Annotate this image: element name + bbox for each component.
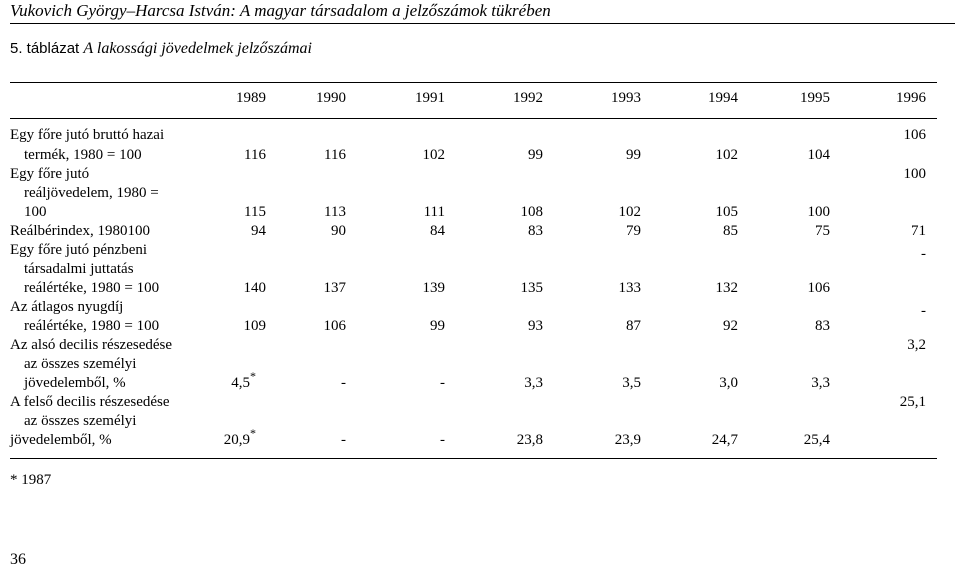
- table-cell: 85: [723, 223, 738, 239]
- row-label: termék, 1980 = 100: [24, 147, 142, 163]
- table-cell: -: [440, 432, 445, 448]
- row-label: jövedelemből, %: [24, 375, 126, 391]
- table-cell: 108: [520, 204, 544, 220]
- row-label: Egy főre jutó: [10, 166, 90, 182]
- table-cell: 137: [323, 280, 347, 296]
- table-cell: 111: [423, 204, 445, 220]
- table-cell: -: [341, 432, 346, 448]
- table-cell: 100: [903, 166, 927, 182]
- table-cell: 140: [243, 280, 267, 296]
- row-label: Reálbérindex, 1980100: [10, 223, 150, 239]
- table-cell: 106: [903, 127, 927, 143]
- year-header-1991: 1991: [415, 90, 445, 106]
- table-cell: 132: [715, 280, 739, 296]
- table-cell: -: [921, 246, 926, 262]
- row-label: az összes személyi: [24, 356, 137, 372]
- table-header-rule: [10, 118, 937, 119]
- row-label: Egy főre jutó pénzbeni: [10, 242, 148, 258]
- row-label: reálértéke, 1980 = 100: [24, 318, 160, 334]
- year-header-1995: 1995: [800, 90, 830, 106]
- table-cell: 20,9*: [223, 426, 256, 448]
- running-header: Vukovich György–Harcsa István: A magyar …: [10, 0, 955, 24]
- table-cell: 3,2: [907, 337, 926, 353]
- footnote-marker: *: [250, 426, 256, 440]
- table-top-rule: [10, 82, 937, 83]
- table-cell: 3,3: [811, 375, 830, 391]
- year-header-1994: 1994: [708, 90, 738, 106]
- table-title: A lakossági jövedelmek jelzőszámai: [83, 40, 312, 57]
- table-cell: 87: [626, 318, 641, 334]
- table-cell: 25,1: [899, 394, 926, 410]
- row-label: A felső decilis részesedése: [10, 394, 170, 410]
- table-cell: 116: [244, 147, 266, 163]
- table-cell: 113: [324, 204, 346, 220]
- year-header-1993: 1993: [611, 90, 641, 106]
- year-header-1989: 1989: [236, 90, 266, 106]
- table-cell: 99: [430, 318, 445, 334]
- table-cell: 139: [422, 280, 446, 296]
- table-cell: -: [921, 303, 926, 319]
- table-cell: 25,4: [803, 432, 830, 448]
- table-cell: 105: [715, 204, 739, 220]
- table-cell: 3,5: [622, 375, 641, 391]
- table-cell: 106: [807, 280, 831, 296]
- table-cell: 23,9: [614, 432, 641, 448]
- table-cell: 3,0: [719, 375, 738, 391]
- table-bottom-rule: [10, 458, 937, 459]
- footnote-marker: *: [250, 369, 256, 383]
- table-cell: 4,5*: [231, 369, 256, 391]
- table-cell: 3,3: [524, 375, 543, 391]
- row-label: társadalmi juttatás: [24, 261, 134, 277]
- table-cell: -: [341, 375, 346, 391]
- table-cell: 116: [324, 147, 346, 163]
- row-label: reálértéke, 1980 = 100: [24, 280, 160, 296]
- row-label: reáljövedelem, 1980 =: [24, 185, 159, 201]
- year-header-1992: 1992: [513, 90, 543, 106]
- table-cell: 99: [626, 147, 641, 163]
- table-cell: 102: [618, 204, 642, 220]
- table-cell: 92: [723, 318, 738, 334]
- table-caption: 5. táblázat A lakossági jövedelmek jelző…: [10, 40, 312, 58]
- year-header-1990: 1990: [316, 90, 346, 106]
- row-label: Az alsó decilis részesedése: [10, 337, 173, 353]
- table-cell: 23,8: [516, 432, 543, 448]
- table-cell: 99: [528, 147, 543, 163]
- table-cell: 75: [815, 223, 830, 239]
- table-cell: 83: [528, 223, 543, 239]
- table-cell: 24,7: [711, 432, 738, 448]
- table-cell: 102: [422, 147, 446, 163]
- table-cell: 93: [528, 318, 543, 334]
- table-cell: 90: [331, 223, 346, 239]
- table-cell: 133: [618, 280, 642, 296]
- table-cell: 84: [430, 223, 445, 239]
- table-number: 5. táblázat: [10, 40, 80, 57]
- table-footnote: * 1987: [10, 472, 52, 488]
- table-cell: 102: [715, 147, 739, 163]
- table-cell: 94: [251, 223, 266, 239]
- table-cell: 100: [807, 204, 831, 220]
- row-label: Az átlagos nyugdíj: [10, 299, 124, 315]
- page-number: 36: [10, 551, 26, 568]
- table-cell: 109: [243, 318, 267, 334]
- table-cell: 83: [815, 318, 830, 334]
- row-label: Egy főre jutó bruttó hazai: [10, 127, 165, 143]
- table-cell: -: [440, 375, 445, 391]
- table-cell: 106: [323, 318, 347, 334]
- row-label: az összes személyi: [24, 413, 137, 429]
- table-cell: 79: [626, 223, 641, 239]
- row-label: 100: [24, 204, 47, 220]
- table-cell: 135: [520, 280, 544, 296]
- year-header-1996: 1996: [896, 90, 926, 106]
- table-cell: 115: [244, 204, 266, 220]
- table-cell: 104: [807, 147, 831, 163]
- row-label: jövedelemből, %: [10, 432, 112, 448]
- table-cell: 71: [911, 223, 926, 239]
